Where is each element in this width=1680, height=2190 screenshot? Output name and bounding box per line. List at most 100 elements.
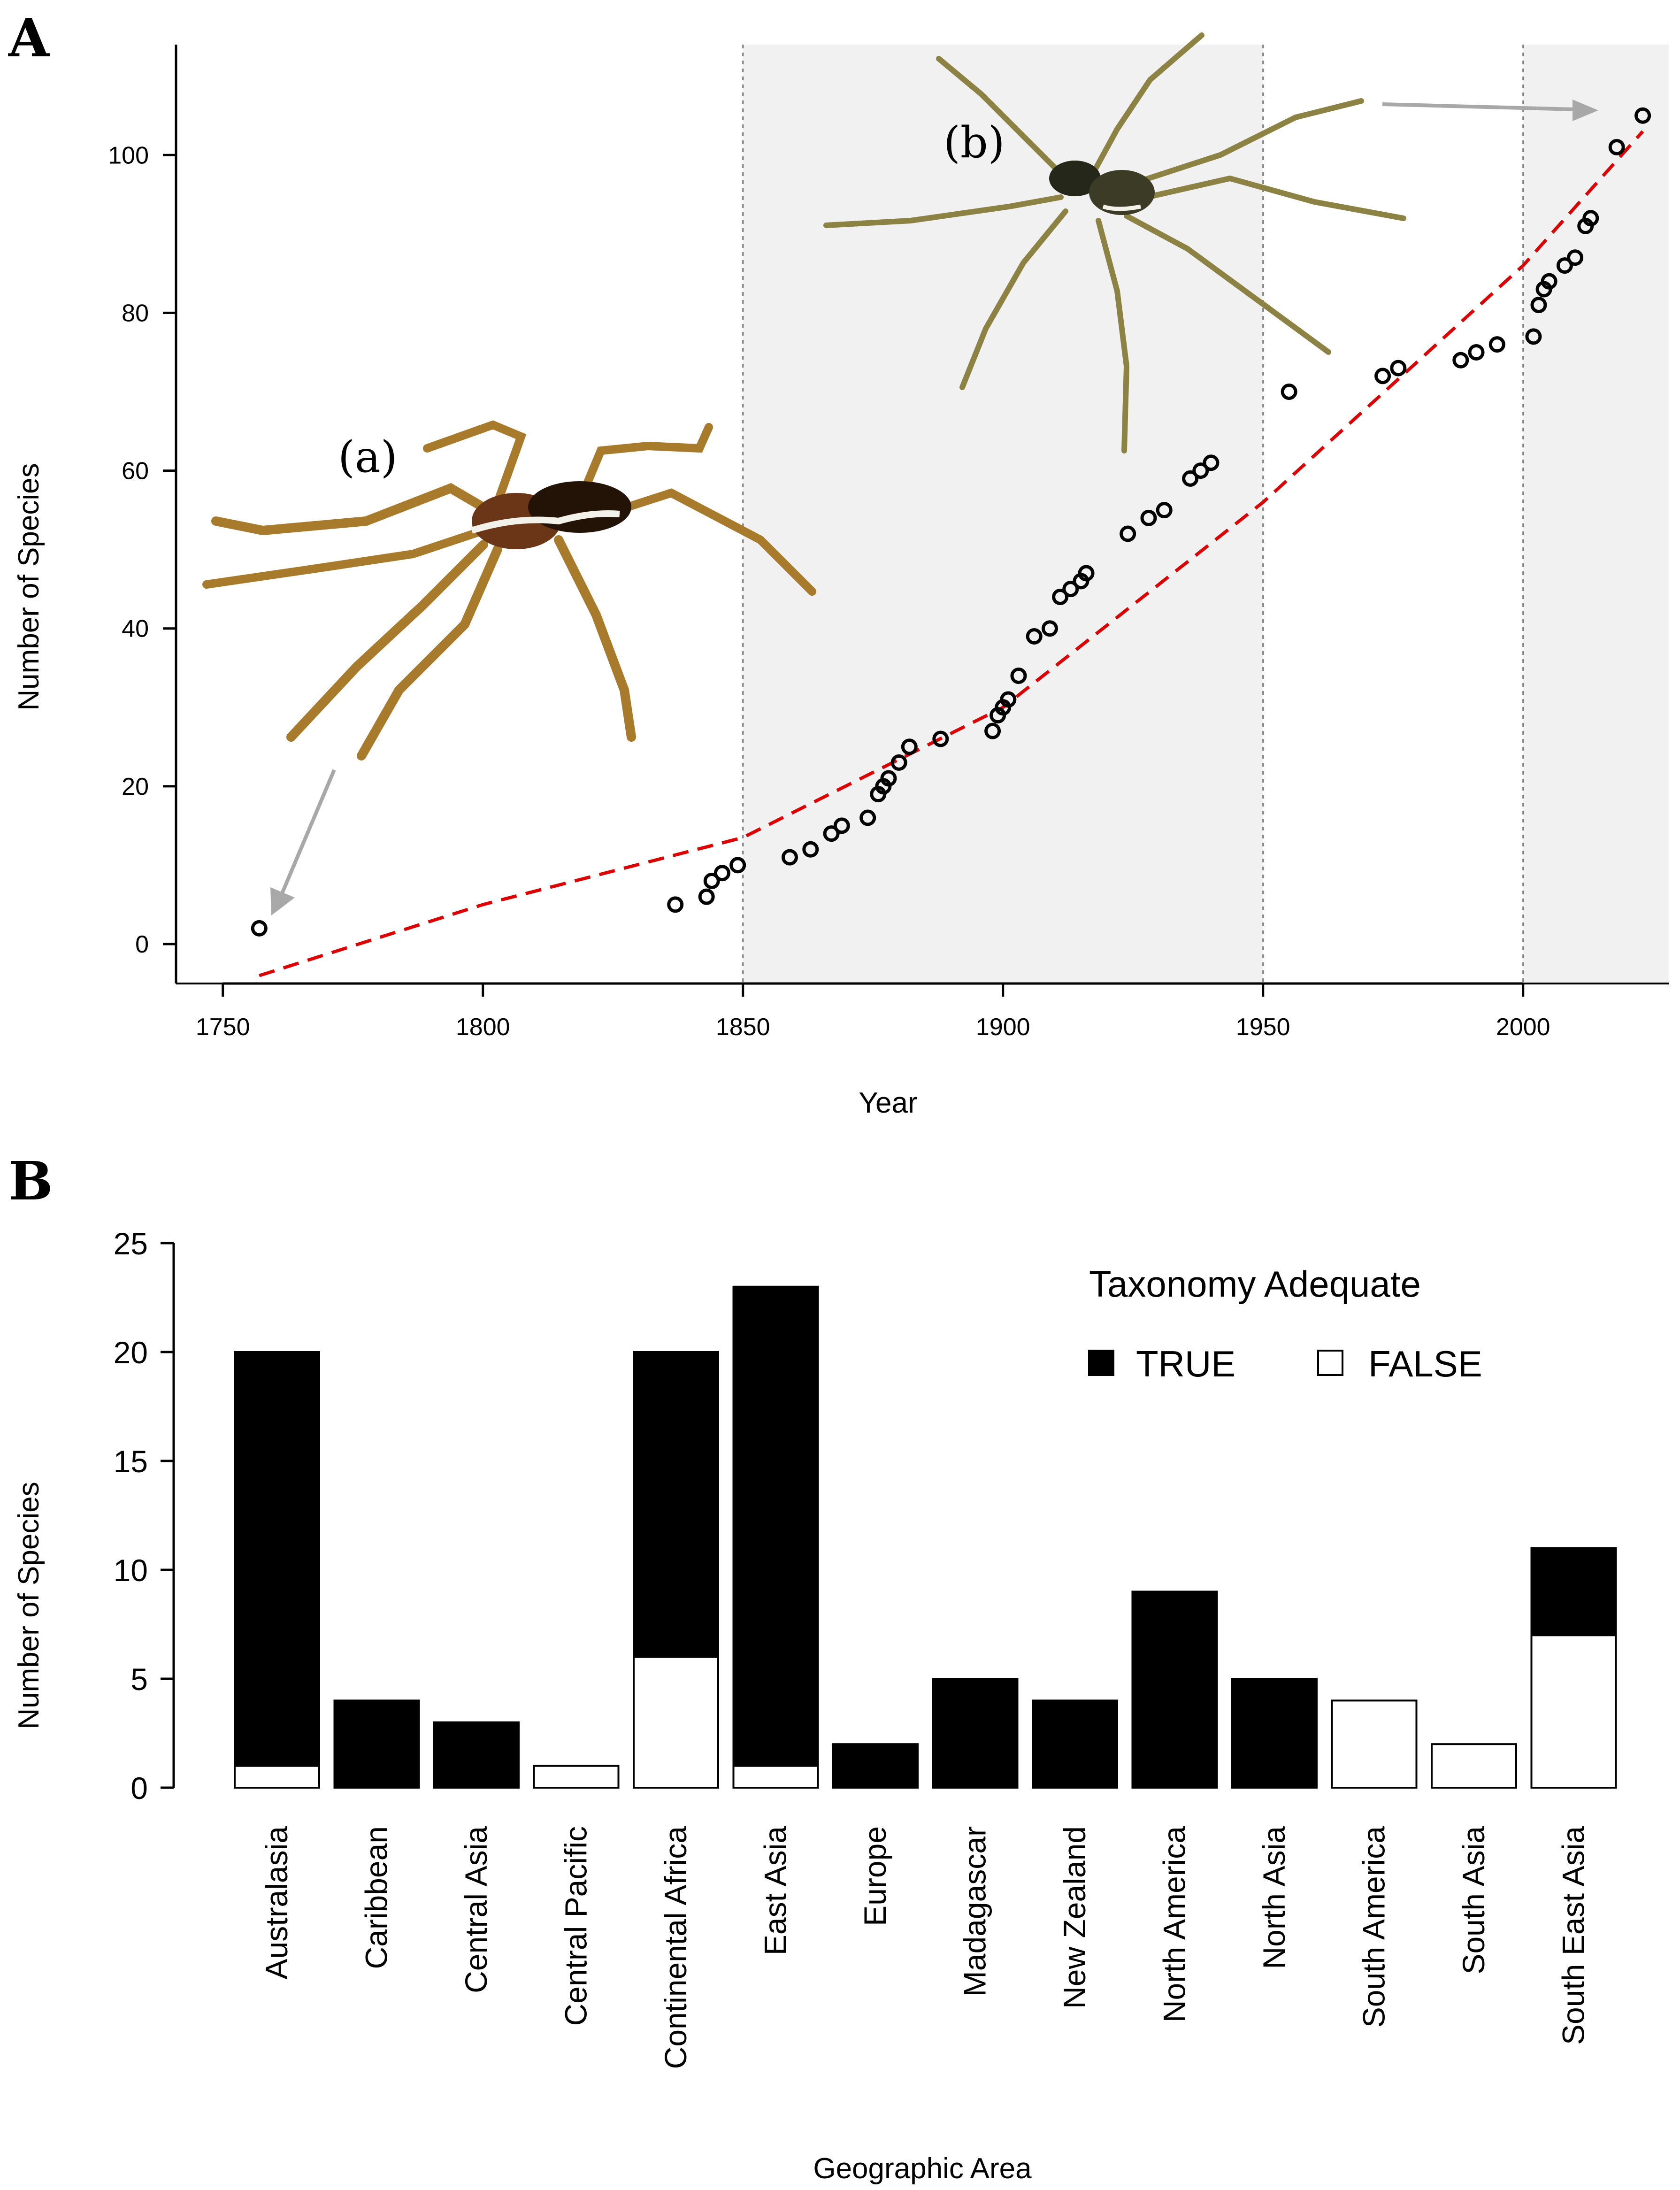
category-label-south-america: South America: [1357, 1826, 1391, 2028]
data-point-48: [1608, 138, 1625, 155]
y-tick-label-0: 0: [130, 1771, 148, 1806]
category-label-continental-africa: Continental Africa: [658, 1826, 693, 2069]
data-point-24: [1052, 588, 1069, 605]
category-label-central-asia: Central Asia: [459, 1826, 493, 1993]
period-boundary-lines: [742, 45, 1524, 984]
y-tick-label-80: 80: [122, 300, 149, 327]
data-point-43: [1541, 273, 1557, 290]
legend-false-label: FALSE: [1368, 1343, 1482, 1384]
spider-a-label: (a): [338, 432, 398, 482]
data-point-28: [1120, 525, 1136, 542]
bar-false-south-east-asia: [1530, 1634, 1617, 1789]
data-point-30: [1156, 502, 1173, 519]
legend-true-label: TRUE: [1136, 1343, 1235, 1384]
data-point-3: [703, 873, 720, 890]
category-label-new-zealand: New Zealand: [1057, 1826, 1092, 2009]
category-label-east-asia: East Asia: [758, 1826, 793, 1955]
bar-true-continental-africa: [633, 1351, 719, 1658]
spider-a-photo: [202, 420, 816, 761]
bar-false-central-pacific: [533, 1765, 620, 1789]
bar-true-north-america: [1131, 1591, 1218, 1789]
x-tick-label-1750: 1750: [196, 1014, 250, 1041]
x-tick-label-1800: 1800: [456, 1014, 510, 1041]
data-point-22: [1026, 628, 1043, 645]
data-point-41: [1530, 297, 1547, 314]
bar-true-north-asia: [1231, 1678, 1318, 1789]
y-tick-label-100: 100: [108, 142, 149, 169]
data-point-16: [932, 730, 949, 747]
legend: Taxonomy Adequate TRUE FALSE: [1088, 1263, 1482, 1384]
x-axis: 1750 1800 1850 1900 1950 2000: [176, 982, 1669, 1041]
x-tick-label-1900: 1900: [976, 1014, 1030, 1041]
arrow-to-last-point: [1382, 100, 1598, 121]
bar-false-continental-africa: [633, 1656, 719, 1789]
x-tick-label-2000: 2000: [1496, 1014, 1550, 1041]
y-axis-label: Number of Species: [13, 1482, 45, 1729]
data-point-33: [1203, 454, 1220, 471]
data-point-20: [1000, 691, 1017, 708]
data-point-13: [880, 770, 897, 787]
data-point-8: [823, 825, 840, 842]
data-point-27: [1078, 565, 1095, 582]
category-label-central-pacific: Central Pacific: [559, 1826, 593, 2026]
data-point-7: [802, 841, 819, 858]
y-tick-label-10: 10: [114, 1553, 148, 1588]
shaded-period-0: [743, 45, 1263, 984]
panel-b-letter: B: [8, 1151, 53, 1212]
data-point-32: [1192, 462, 1209, 479]
spider-b-photo: [823, 32, 1406, 453]
data-point-1: [667, 896, 684, 913]
bar-true-new-zealand: [1032, 1699, 1118, 1789]
x-axis-label: Geographic Area: [813, 2152, 1032, 2185]
panel-b-bar-chart: 0 5 10 15 20 25 Australasia Caribbean Central A…: [13, 1226, 1617, 2185]
category-labels: Australasia Caribbean Central Asia Central …: [259, 1826, 1591, 2069]
bar-true-east-asia: [732, 1285, 819, 1767]
data-point-31: [1182, 470, 1199, 487]
x-tick-label-1850: 1850: [716, 1014, 770, 1041]
data-point-6: [781, 849, 798, 866]
bar-false-east-asia: [732, 1765, 819, 1789]
data-point-35: [1374, 368, 1391, 384]
data-point-34: [1281, 383, 1297, 400]
data-point-2: [698, 888, 715, 905]
data-point-9: [833, 817, 850, 834]
y-axis: 0 20 40 60 80 100: [108, 45, 177, 984]
data-points: [251, 107, 1651, 937]
bar-true-caribbean: [333, 1699, 420, 1789]
data-point-14: [890, 754, 907, 771]
bar-true-madagascar: [932, 1678, 1019, 1789]
bar-true-europe: [832, 1743, 919, 1789]
data-point-0: [251, 920, 268, 937]
category-label-australasia: Australasia: [259, 1826, 294, 1980]
data-point-5: [729, 857, 746, 874]
data-point-15: [901, 738, 918, 755]
data-point-40: [1525, 328, 1542, 345]
shaded-period-1: [1523, 45, 1669, 984]
data-point-38: [1468, 344, 1485, 361]
category-label-south-east-asia: South East Asia: [1556, 1826, 1591, 2045]
y-axis-label: Number of Species: [13, 463, 45, 710]
data-point-49: [1634, 107, 1651, 124]
data-point-4: [713, 865, 730, 882]
legend-true-swatch: [1088, 1350, 1114, 1376]
data-point-37: [1452, 352, 1469, 369]
data-point-21: [1010, 668, 1027, 684]
data-point-36: [1390, 360, 1407, 377]
y-tick-label-20: 20: [122, 773, 149, 800]
data-point-45: [1567, 249, 1584, 266]
bar-true-australasia: [234, 1351, 320, 1767]
y-tick-label-5: 5: [130, 1662, 148, 1697]
y-axis: 0 5 10 15 20 25: [114, 1226, 175, 1806]
bar-true-central-asia: [433, 1721, 520, 1789]
y-tick-label-0: 0: [135, 931, 149, 958]
data-point-17: [984, 722, 1001, 739]
category-label-madagascar: Madagascar: [958, 1826, 992, 1997]
y-tick-label-25: 25: [114, 1226, 148, 1261]
y-tick-label-15: 15: [114, 1444, 148, 1479]
data-point-10: [859, 809, 876, 826]
category-label-europe: Europe: [858, 1826, 892, 1926]
data-point-29: [1140, 509, 1157, 526]
trend-line: [259, 130, 1644, 977]
y-tick-label-20: 20: [114, 1335, 148, 1370]
